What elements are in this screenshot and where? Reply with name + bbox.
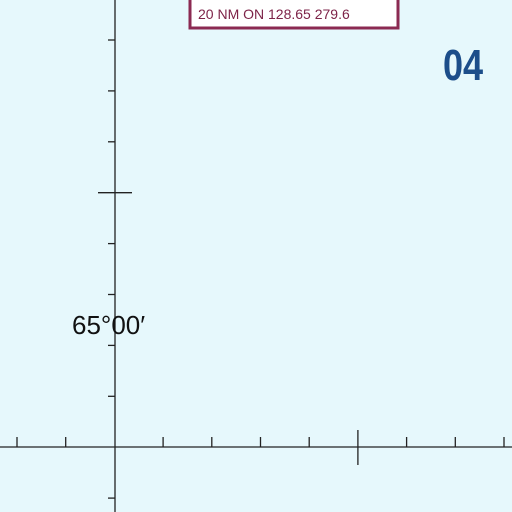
frequency-box xyxy=(188,0,400,30)
frequency-box-text: 20 NM ON 128.65 279.6 xyxy=(198,6,350,22)
sector-label: 04 xyxy=(443,41,484,90)
frequency-box-cut-line: C/O SAN JUAN APP 119.4 xyxy=(198,0,365,2)
longitude-label: 65°00′ xyxy=(72,310,145,340)
